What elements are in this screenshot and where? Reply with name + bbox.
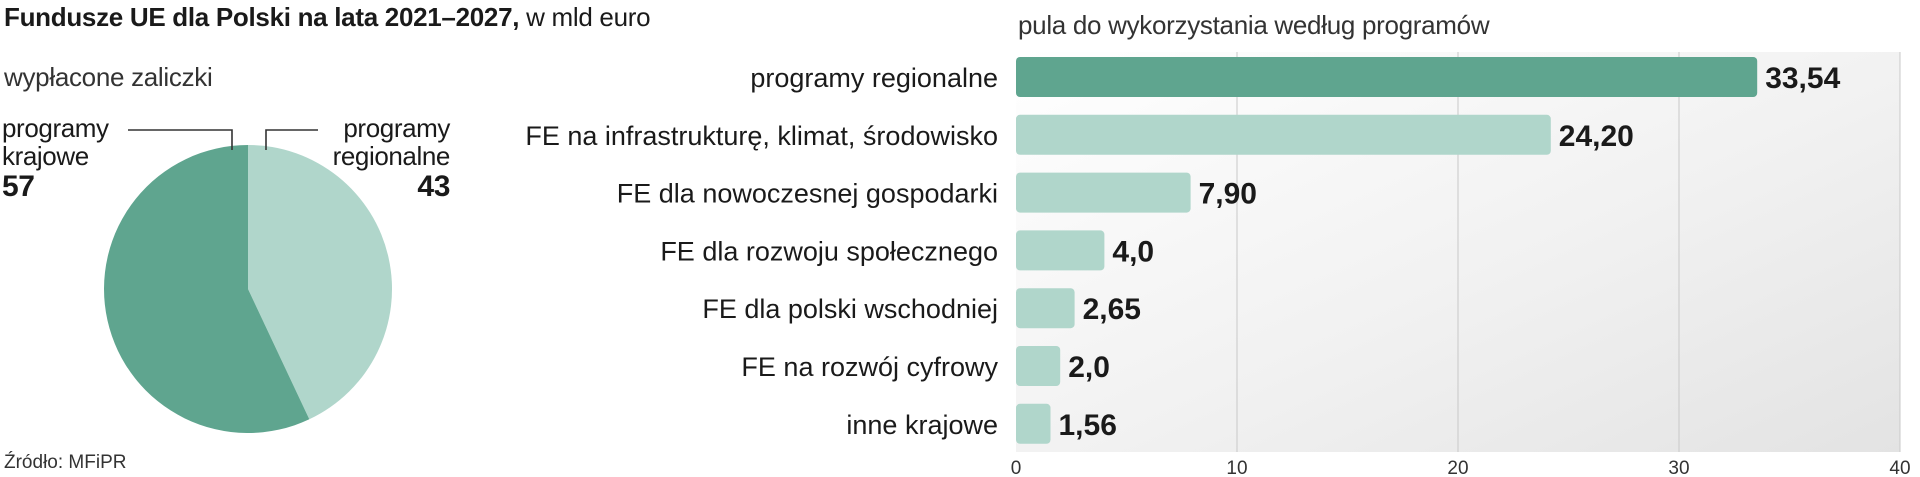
pie-leader-lines (128, 129, 318, 150)
category-label-5: FE dla polski wschodniej (702, 294, 998, 324)
x-tick-label-20: 20 (1447, 458, 1468, 477)
chart-title: Fundusze UE dla Polski na lata 2021–2027… (4, 2, 651, 32)
category-label-2: FE na infrastrukturę, klimat, środowisko (525, 121, 998, 151)
pie-label-regionalne-line2: regionalne (332, 141, 451, 171)
title-main: Fundusze UE dla Polski na lata 2021–2027… (4, 2, 520, 32)
value-label-5: 2,65 (1083, 293, 1141, 326)
pie-slice-programy-krajowe (104, 145, 310, 433)
pie-subtitle: wypłacone zaliczki (4, 62, 213, 92)
value-label-3: 7,90 (1199, 178, 1257, 211)
bar-3 (1016, 172, 1191, 213)
pie-value-krajowe: 57 (2, 170, 35, 203)
x-tick-label-30: 30 (1668, 458, 1689, 477)
pie-label-regionalne: programy regionalne 43 (300, 113, 451, 204)
source-note: Źródło: MFiPR (4, 452, 127, 473)
category-label-1: programy regionalne (750, 63, 998, 93)
bar-5 (1016, 288, 1075, 329)
x-tick-label-10: 10 (1226, 458, 1247, 477)
pie-label-krajowe: programy krajowe 57 (2, 114, 109, 204)
bar-subtitle: pula do wykorzystania według programów (1018, 10, 1490, 40)
bar-4 (1016, 230, 1105, 271)
pie-chart (104, 145, 393, 433)
category-label-4: FE dla rozwoju społecznego (660, 236, 998, 266)
category-label-7: inne krajowe (846, 410, 998, 440)
bar-1 (1016, 57, 1758, 97)
bar-2 (1016, 114, 1551, 155)
x-tick-label-0: 0 (1011, 458, 1022, 477)
x-axis-ticks: 0 10 20 30 40 (1011, 458, 1911, 477)
leader-line-regionalne (265, 129, 318, 150)
value-label-6: 2,0 (1068, 351, 1110, 384)
bar-6 (1016, 346, 1061, 386)
category-label-6: FE na rozwój cyfrowy (741, 352, 998, 382)
pie-label-krajowe-line2: krajowe (2, 141, 89, 171)
value-label-1: 33,54 (1765, 62, 1840, 95)
pie-slice-programy-regionalne (248, 145, 393, 420)
value-label-7: 1,56 (1059, 409, 1117, 442)
pie-label-regionalne-line1: programy (343, 113, 450, 143)
x-tick-label-40: 40 (1889, 458, 1910, 477)
category-label-3: FE dla nowoczesnej gospodarki (617, 179, 998, 209)
leader-line-krajowe (128, 129, 233, 150)
bar-chart: programy regionalne 33,54 FE na infrastruk… (525, 57, 1841, 444)
value-label-4: 4,0 (1112, 235, 1154, 268)
pie-value-regionalne: 43 (417, 170, 450, 203)
bar-7 (1016, 403, 1051, 444)
value-label-2: 24,20 (1559, 120, 1634, 153)
pie-label-krajowe-line1: programy (2, 113, 109, 143)
title-unit: w mld euro (526, 2, 651, 32)
